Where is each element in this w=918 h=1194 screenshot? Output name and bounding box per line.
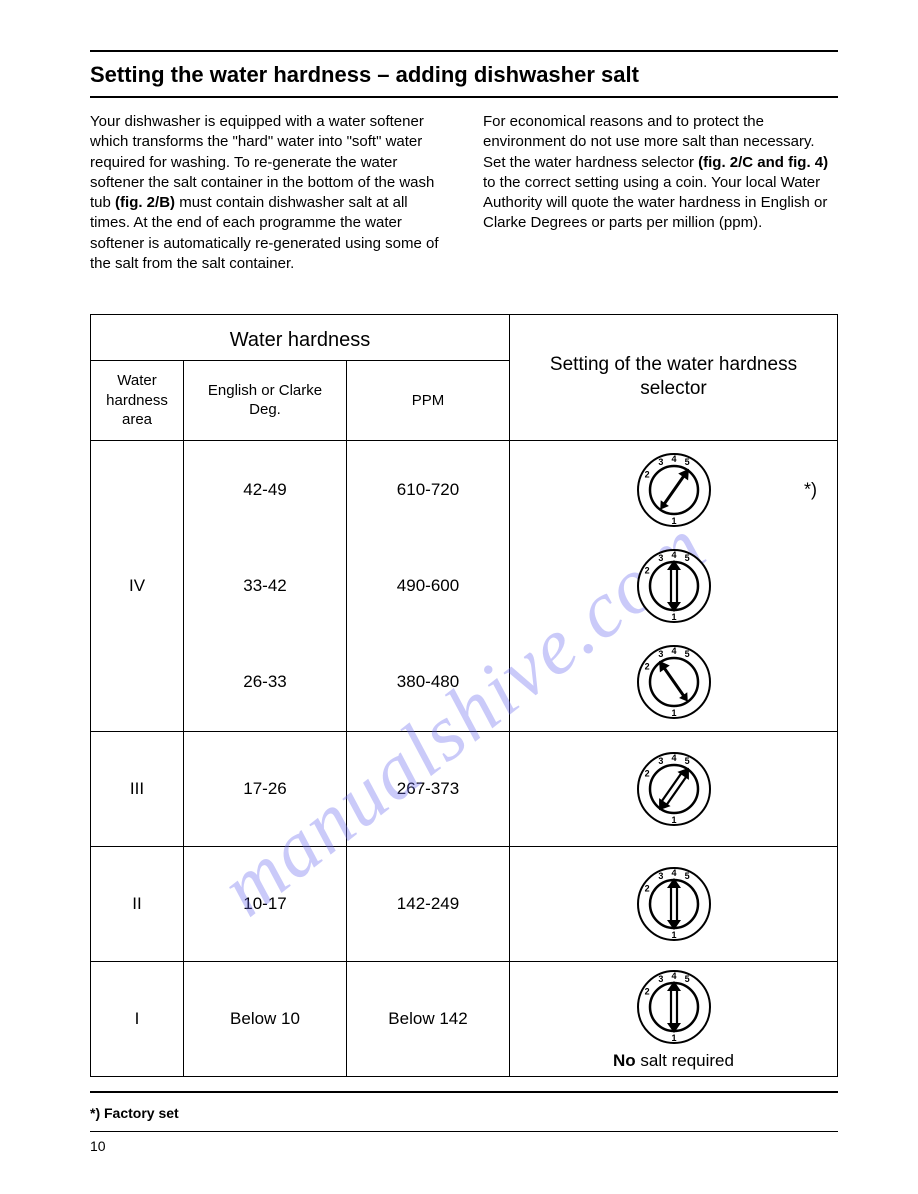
svg-text:4: 4 [671, 454, 676, 464]
sub-area: Water hardness area [91, 361, 184, 441]
sub-ppm: PPM [347, 361, 510, 441]
deg-4-1: 33-42 [185, 538, 345, 634]
header-water-hardness: Water hardness [91, 315, 510, 361]
svg-text:4: 4 [671, 971, 676, 981]
dial-icon: 1 2345 [634, 967, 714, 1047]
svg-text:1: 1 [671, 516, 676, 526]
dial-icon: 1 2345 [634, 642, 714, 722]
svg-text:2: 2 [644, 565, 649, 575]
sel-4: 12345 *) 12345 12345 [510, 440, 838, 731]
deg-4-2: 26-33 [185, 634, 345, 730]
col-right: For economical reasons and to protect th… [483, 112, 838, 274]
svg-text:2: 2 [644, 883, 649, 893]
deg-1: Below 10 [184, 961, 347, 1076]
ppm-3: 267-373 [347, 731, 510, 846]
para-right-bold: (fig. 2/C and fig. 4) [698, 154, 828, 171]
svg-text:4: 4 [671, 550, 676, 560]
sub-deg: English or Clarke Deg. [184, 361, 347, 441]
col-left: Your dishwasher is equipped with a water… [90, 112, 445, 274]
svg-text:5: 5 [684, 973, 689, 983]
nosalt-bold: No [613, 1051, 636, 1070]
table-row: II 10-17 142-249 1 2345 [91, 846, 838, 961]
svg-text:1: 1 [671, 708, 676, 718]
table-row: IV 42-49 33-42 26-33 610-720 490-600 380… [91, 440, 838, 731]
ppm-1: Below 142 [347, 961, 510, 1076]
ppm-4-1: 490-600 [348, 538, 508, 634]
dial-icon: 1 2345 [634, 749, 714, 829]
svg-text:2: 2 [644, 986, 649, 996]
svg-text:5: 5 [684, 552, 689, 562]
svg-text:4: 4 [671, 868, 676, 878]
svg-text:2: 2 [644, 661, 649, 671]
para-right-2: to the correct setting using a coin. You… [483, 174, 827, 232]
svg-text:5: 5 [684, 755, 689, 765]
svg-text:5: 5 [684, 456, 689, 466]
hardness-table: Water hardness Setting of the water hard… [90, 314, 838, 1077]
ppm-4: 610-720 490-600 380-480 [347, 440, 510, 731]
svg-text:1: 1 [671, 930, 676, 940]
svg-text:5: 5 [684, 870, 689, 880]
svg-text:3: 3 [658, 648, 663, 658]
svg-text:1: 1 [671, 612, 676, 622]
deg-2: 10-17 [184, 846, 347, 961]
header-selector: Setting of the water hardness selector [510, 315, 838, 441]
svg-text:5: 5 [684, 648, 689, 658]
svg-text:2: 2 [644, 469, 649, 479]
ppm-2: 142-249 [347, 846, 510, 961]
area-1: I [91, 961, 184, 1076]
svg-text:3: 3 [658, 552, 663, 562]
table-row: III 17-26 267-373 1 2345 [91, 731, 838, 846]
svg-text:1: 1 [671, 1033, 676, 1043]
nosalt-text: salt required [636, 1051, 734, 1070]
dial-icon: 1 2345 [634, 864, 714, 944]
deg-3: 17-26 [184, 731, 347, 846]
area-2: II [91, 846, 184, 961]
page-number: 10 [90, 1138, 838, 1154]
factory-note: *) [804, 479, 817, 500]
svg-text:4: 4 [671, 646, 676, 656]
svg-text:3: 3 [658, 456, 663, 466]
sel-1: 1 2345 No salt required [510, 961, 838, 1076]
deg-4: 42-49 33-42 26-33 [184, 440, 347, 731]
svg-text:2: 2 [644, 768, 649, 778]
ppm-4-2: 380-480 [348, 634, 508, 730]
svg-text:3: 3 [658, 973, 663, 983]
table-row: I Below 10 Below 142 1 2345 No salt requi… [91, 961, 838, 1076]
svg-text:3: 3 [658, 870, 663, 880]
area-3: III [91, 731, 184, 846]
intro-columns: Your dishwasher is equipped with a water… [90, 112, 838, 274]
dial-icon: 1 2345 [634, 450, 714, 530]
dial-icon: 1 2345 [634, 546, 714, 626]
sel-2: 1 2345 [510, 846, 838, 961]
sel-3: 1 2345 [510, 731, 838, 846]
svg-text:3: 3 [658, 755, 663, 765]
svg-text:4: 4 [671, 753, 676, 763]
area-4: IV [91, 440, 184, 731]
page-title: Setting the water hardness – adding dish… [90, 62, 838, 88]
para-left-bold: (fig. 2/B) [115, 194, 175, 211]
ppm-4-0: 610-720 [348, 442, 508, 538]
deg-4-0: 42-49 [185, 442, 345, 538]
footnote: *) Factory set [90, 1105, 838, 1121]
svg-text:1: 1 [671, 815, 676, 825]
